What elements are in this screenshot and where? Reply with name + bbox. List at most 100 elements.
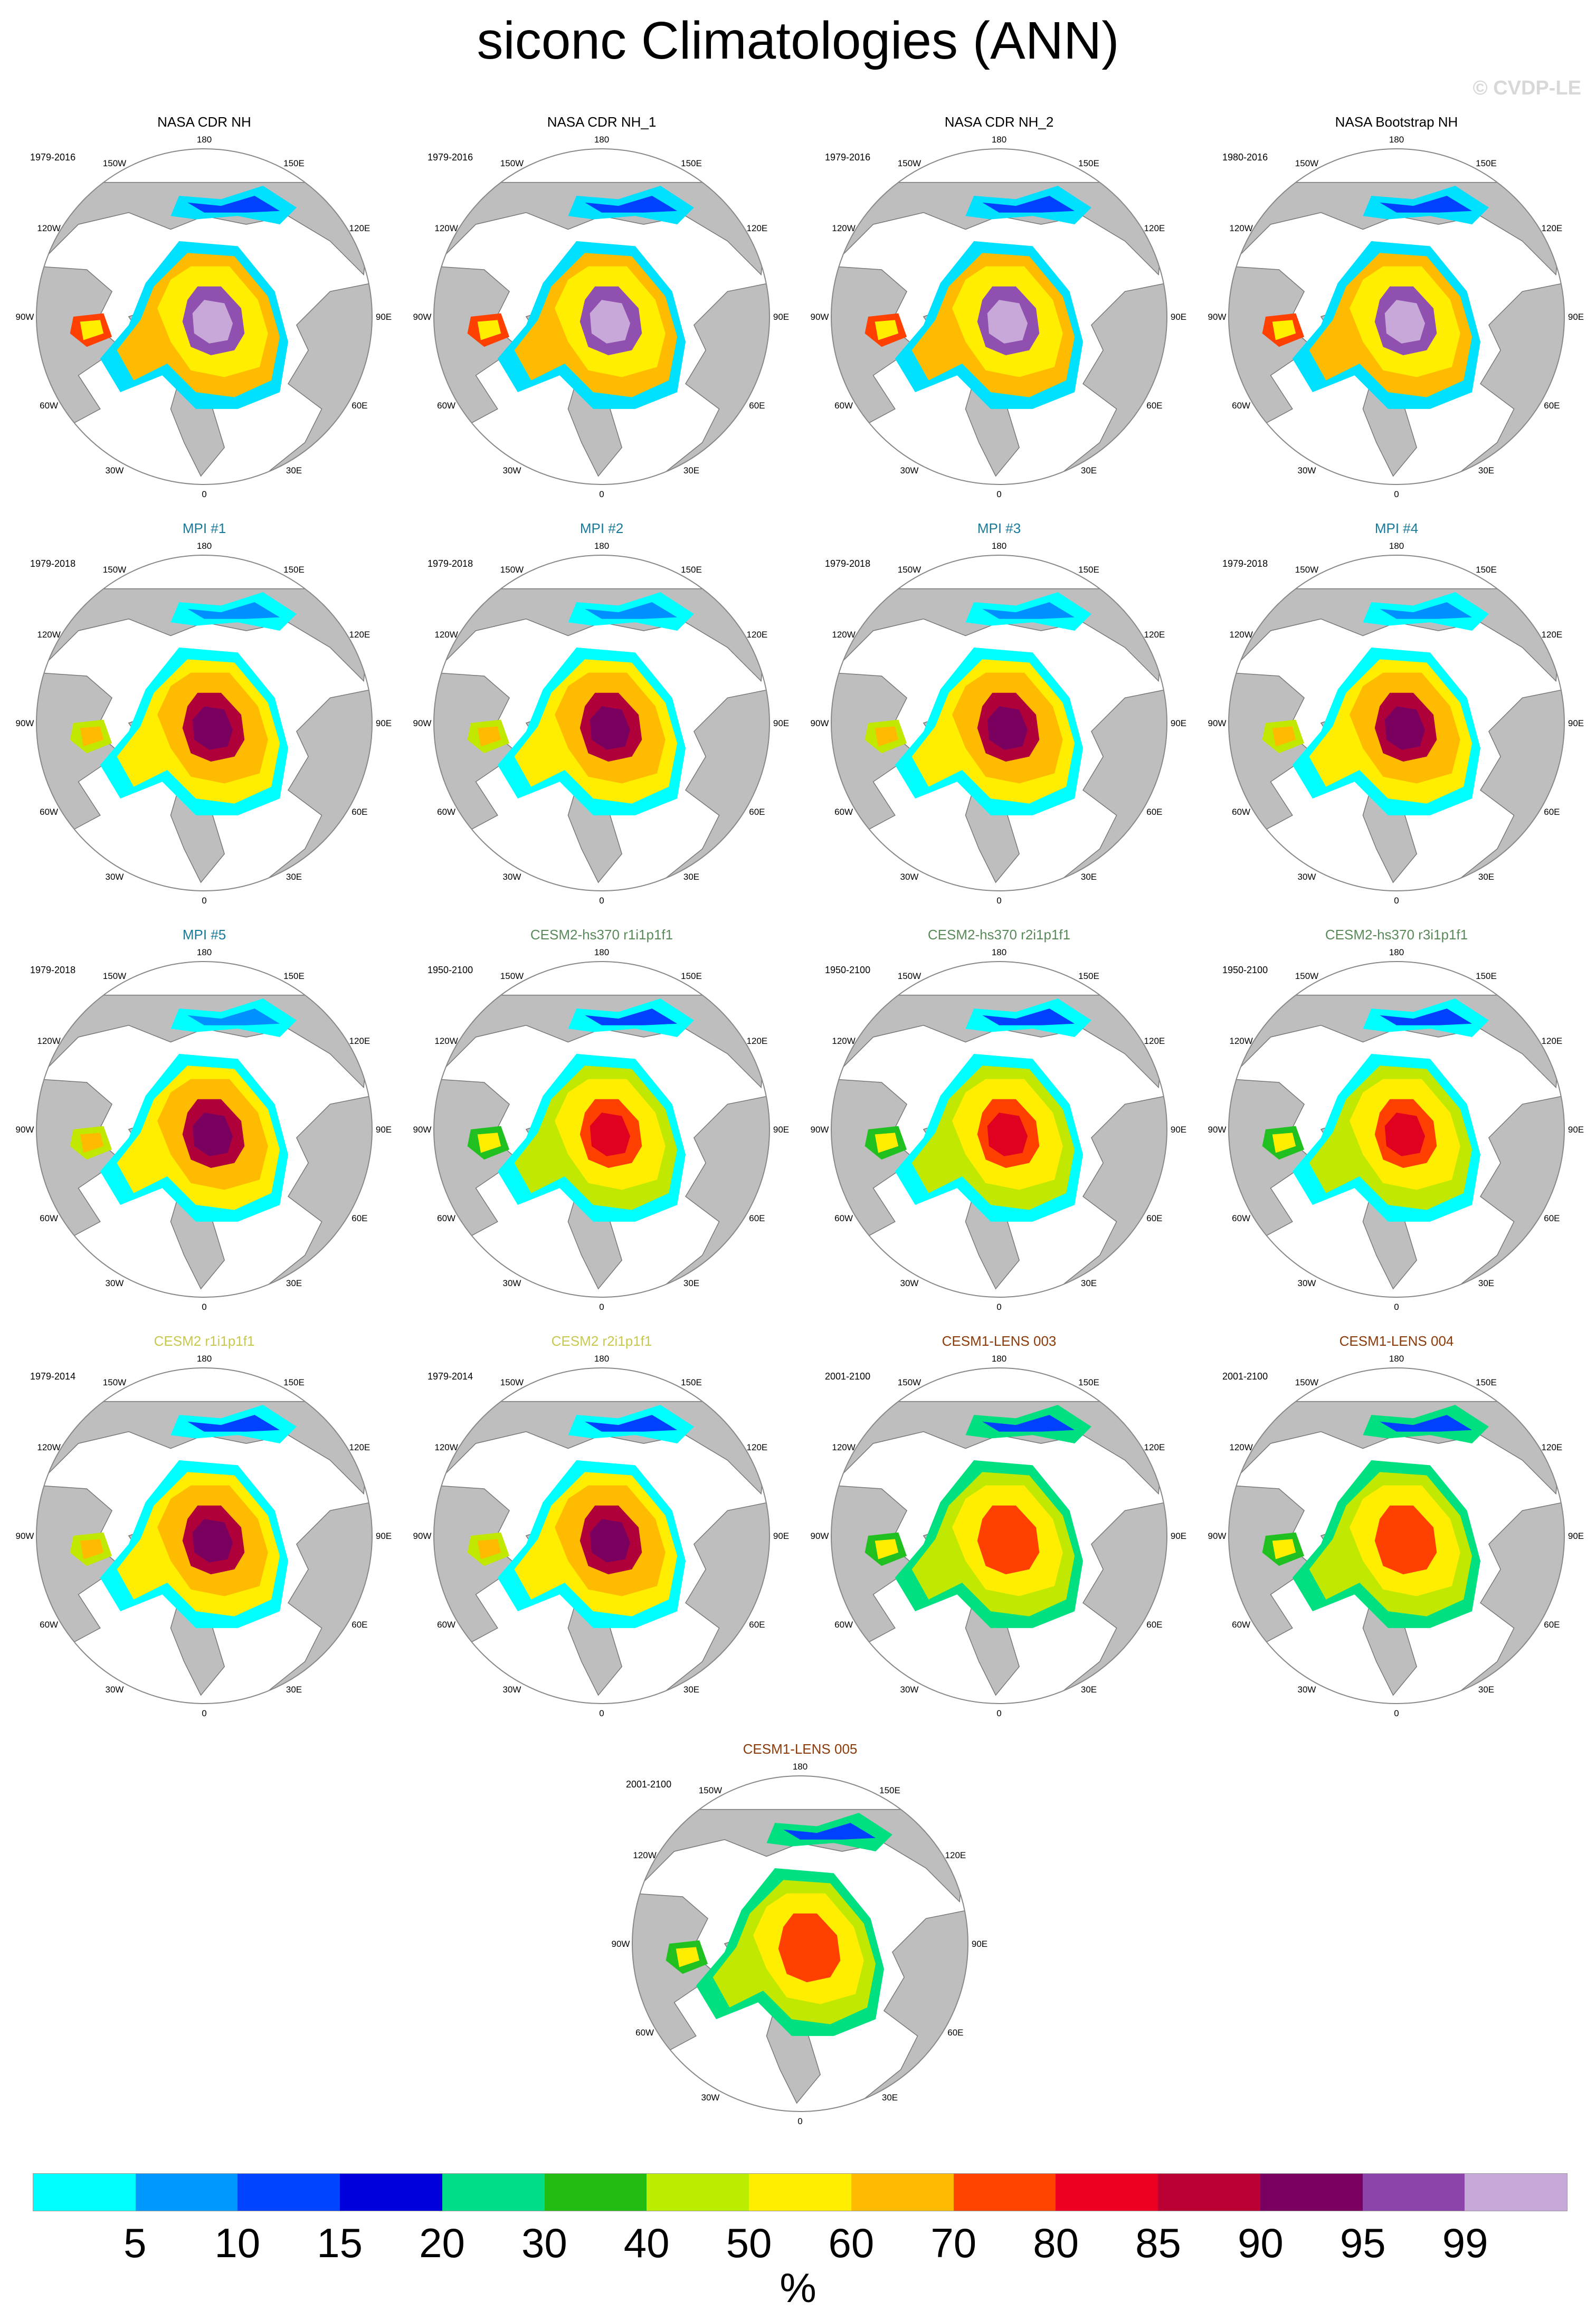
lon-label: 90E [1568,1125,1584,1135]
sea-ice-bay-inner [477,320,501,340]
sea-ice-pacific-inner [187,1415,280,1432]
lon-label: 90E [773,718,789,728]
lon-label: 150W [898,565,921,575]
map-border [831,148,1167,485]
lon-label: 120W [434,630,458,640]
lon-label: 30W [900,1278,919,1288]
sea-ice-center [987,1519,1028,1563]
lon-label: 150W [898,1377,921,1387]
colorbar-segment [1465,2174,1568,2211]
map-panel: CESM1-LENS 003 2001-2100 180 150E 120E 90E 60E… [811,1333,1187,1718]
colorbar-label: 30 [521,2220,567,2266]
panel-years: 1979-2018 [428,558,473,569]
sea-ice-bay-inner [80,1133,104,1153]
lon-label: 90E [1568,312,1584,322]
lon-label: 0 [1394,896,1399,906]
sea-ice-center [590,1519,631,1563]
lon-label: 90W [811,1125,829,1135]
lon-label: 30E [1081,1685,1097,1695]
lon-label: 30W [503,872,521,882]
lon-label: 150W [103,1377,126,1387]
lon-label: 90E [1171,718,1186,728]
lon-label: 30E [683,1685,699,1695]
lon-label: 60E [749,1213,765,1223]
lon-label: 120W [633,1850,656,1860]
lon-label: 30E [1478,1278,1494,1288]
lon-label: 30E [683,1278,699,1288]
lon-label: 150W [699,1785,722,1795]
lon-label: 90E [1171,1125,1186,1135]
lon-label: 150E [1476,158,1497,168]
lon-label: 30W [106,872,124,882]
sea-ice-pacific-inner [1380,1415,1472,1432]
lon-label: 120W [1229,1442,1252,1452]
lon-label: 120E [1542,1442,1563,1452]
lon-label: 180 [594,541,609,551]
map-panel: CESM2-hs370 r2i1p1f1 1950-2100 180 150E 120E… [811,927,1187,1312]
sea-ice-center [788,1927,829,1971]
panel-years: 1980-2016 [1222,152,1268,163]
panel-years: 1950-2100 [428,965,473,975]
panel-years: 1979-2018 [1222,558,1268,569]
sea-ice-center [192,706,233,750]
lon-label: 90E [376,718,392,728]
map-panel: CESM2 r2i1p1f1 1979-2014 180 150E 120E 90E 60E… [413,1333,790,1718]
panel-years: 1979-2016 [825,152,870,163]
lon-label: 120W [37,223,60,233]
panel-years: 1979-2014 [428,1371,473,1382]
lon-label: 180 [1389,1354,1404,1364]
lon-label: 150W [500,565,524,575]
colorbar-label: 85 [1135,2220,1181,2266]
map-panel: MPI #2 1979-2018 180 150E 120E 90E 60E 30E 0 30W 6… [413,520,790,906]
sea-ice-pacific-inner [187,196,280,213]
lon-label: 0 [797,2116,802,2126]
sea-ice-center [192,1112,233,1156]
map-panel: NASA CDR NH 1979-2016 180 150E 120E 90E 60E 30E… [16,114,392,499]
lon-label: 60W [1232,807,1250,817]
lon-label: 0 [202,489,206,499]
lon-label: 30W [1298,1278,1316,1288]
map-border [36,961,373,1298]
panel-years: 1950-2100 [825,965,870,975]
panel-years: 1979-2016 [30,152,75,163]
sea-ice-center [590,300,631,344]
sea-ice-bay-inner [676,1947,700,1967]
panel-title: CESM1-LENS 004 [1340,1333,1454,1349]
lon-label: 150E [1078,971,1099,981]
lon-label: 150E [681,565,702,575]
lon-label: 150E [283,1377,305,1387]
panel-title: NASA CDR NH_2 [945,114,1054,130]
colorbar-label: 10 [214,2220,261,2266]
lon-label: 150E [1476,565,1497,575]
lon-label: 30W [701,2093,720,2103]
lon-label: 90W [16,1125,34,1135]
map-border [632,1775,968,2112]
lon-label: 90W [413,1531,432,1541]
lon-label: 30W [1298,1685,1316,1695]
lon-label: 30W [900,1685,919,1695]
lon-label: 90E [376,312,392,322]
sea-ice-bay-inner [477,1133,501,1153]
lon-label: 180 [1389,947,1404,957]
lon-label: 150E [681,1377,702,1387]
lon-label: 120W [434,1442,458,1452]
colorbar-segment [749,2174,851,2211]
map-border [831,1367,1167,1704]
lon-label: 60E [1544,1213,1560,1223]
lon-label: 60E [1146,1213,1162,1223]
lon-label: 120W [434,223,458,233]
panel-years: 1979-2016 [428,152,473,163]
panel-title: MPI #5 [183,927,226,943]
panel-years: 1979-2014 [30,1371,75,1382]
lon-label: 120W [832,1442,855,1452]
lon-label: 120E [1542,630,1563,640]
lon-label: 60E [947,2028,963,2038]
sea-ice-center [1384,706,1426,750]
lon-label: 120W [1229,223,1252,233]
lon-label: 120W [37,630,60,640]
sea-ice-center [987,300,1028,344]
lon-label: 150W [500,1377,524,1387]
lon-label: 90E [376,1125,392,1135]
lon-label: 150E [1476,971,1497,981]
sea-ice-center [1384,1112,1426,1156]
